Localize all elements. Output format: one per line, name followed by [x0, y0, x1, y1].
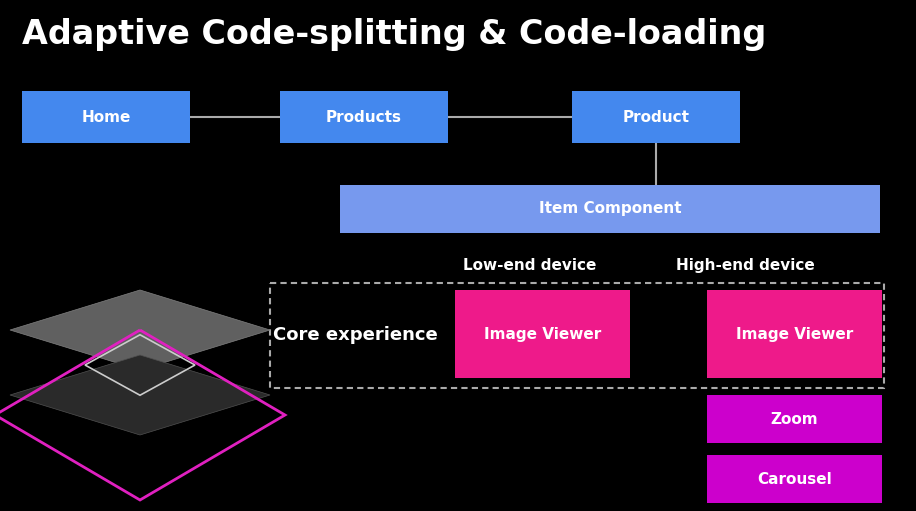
Text: Low-end device: Low-end device [463, 258, 596, 273]
FancyBboxPatch shape [340, 185, 880, 233]
FancyBboxPatch shape [707, 395, 882, 443]
Text: Home: Home [82, 109, 131, 125]
FancyBboxPatch shape [572, 91, 740, 143]
Text: Image Viewer: Image Viewer [484, 327, 601, 341]
FancyBboxPatch shape [22, 91, 190, 143]
Text: Adaptive Code-splitting & Code-loading: Adaptive Code-splitting & Code-loading [22, 18, 767, 51]
FancyBboxPatch shape [707, 455, 882, 503]
FancyBboxPatch shape [455, 290, 630, 378]
FancyBboxPatch shape [707, 290, 882, 378]
FancyBboxPatch shape [280, 91, 448, 143]
Polygon shape [10, 290, 270, 370]
Text: Item Component: Item Component [539, 201, 682, 217]
Text: Image Viewer: Image Viewer [736, 327, 853, 341]
Text: Product: Product [623, 109, 690, 125]
Text: Zoom: Zoom [770, 411, 818, 427]
Polygon shape [10, 355, 270, 435]
Text: High-end device: High-end device [676, 258, 814, 273]
Text: Products: Products [326, 109, 402, 125]
Text: Core experience: Core experience [273, 326, 437, 344]
Text: Carousel: Carousel [758, 472, 832, 486]
